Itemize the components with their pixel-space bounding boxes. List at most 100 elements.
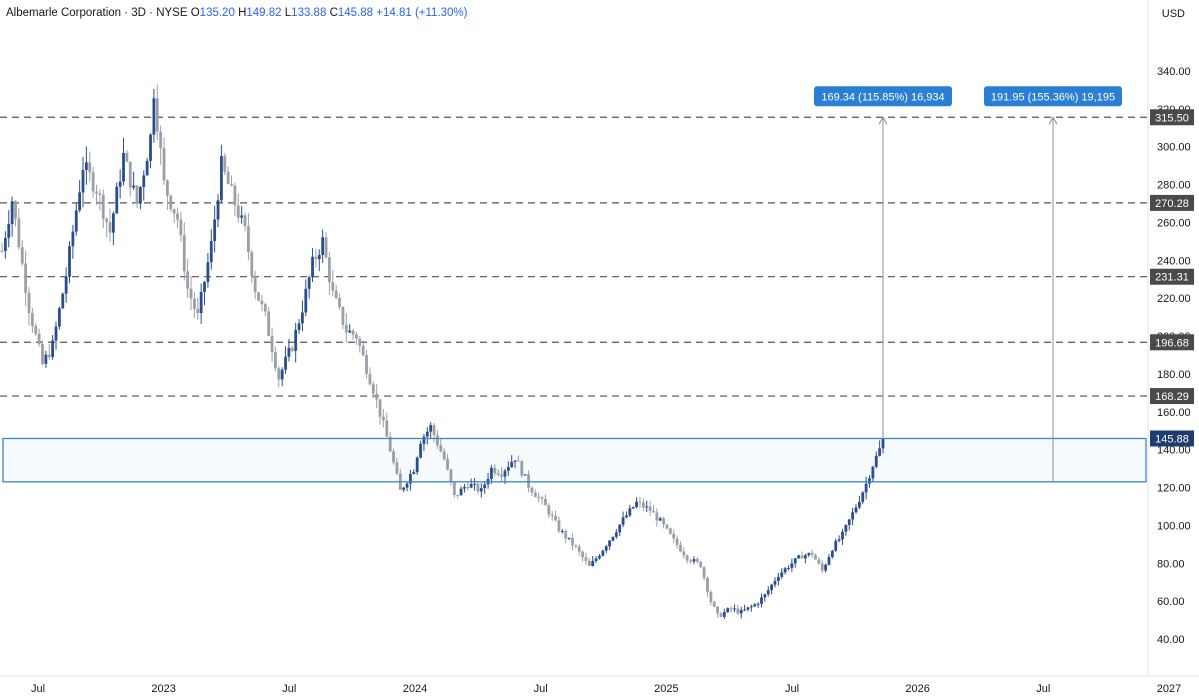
candle-body — [392, 451, 395, 463]
candle-body — [496, 473, 500, 475]
candle-body — [230, 183, 233, 186]
candle-body — [604, 546, 608, 551]
candle-body — [783, 568, 787, 573]
candle-body — [567, 537, 571, 539]
candle-body — [824, 564, 828, 571]
candle-body — [328, 257, 331, 283]
candle-body — [463, 487, 466, 489]
y-tick-label: 60.00 — [1157, 596, 1185, 608]
candle-body — [88, 162, 92, 173]
candle-body — [851, 512, 855, 520]
candle-body — [550, 514, 554, 517]
candle-body — [787, 567, 790, 569]
candle-body — [415, 457, 419, 473]
candle-body — [371, 384, 375, 394]
level-price-badge — [1150, 109, 1194, 126]
candle-body — [820, 563, 824, 571]
candle-body — [490, 467, 493, 479]
candle-body — [209, 240, 213, 263]
candle-body — [236, 205, 240, 218]
candle-body — [71, 231, 75, 247]
candle-body — [878, 448, 882, 456]
candle-body — [84, 162, 88, 170]
currency-label: USD — [1161, 8, 1185, 20]
candle-body — [203, 281, 206, 292]
candle-body — [790, 563, 794, 568]
candle-body — [692, 559, 696, 562]
x-tick-label: Jul — [31, 683, 45, 695]
candle-body — [611, 536, 615, 541]
candle-body — [331, 282, 335, 291]
candle-body — [469, 483, 473, 488]
candle-body — [17, 218, 21, 248]
candle-body — [125, 152, 129, 162]
candle-body — [520, 461, 524, 476]
candle-body — [169, 195, 173, 210]
x-tick-label: Jul — [785, 683, 799, 695]
candle-body — [368, 373, 372, 385]
candle-body — [773, 581, 777, 585]
candle-body — [655, 512, 659, 521]
candle-body — [749, 606, 753, 608]
candle-body — [81, 169, 85, 193]
candle-body — [601, 550, 605, 556]
candle-body — [429, 425, 433, 432]
candle-body — [277, 368, 281, 380]
candle-body — [0, 250, 4, 252]
candle-body — [27, 292, 31, 313]
candle-body — [135, 185, 139, 204]
candle-body — [594, 558, 598, 561]
candle-body — [554, 516, 557, 521]
current-price-label: 145.88 — [1155, 433, 1189, 445]
candle-body — [247, 226, 250, 253]
candle-body — [729, 608, 733, 610]
candle-body — [20, 247, 24, 264]
candle-body — [51, 340, 55, 358]
candle-body — [716, 606, 720, 614]
candle-body — [388, 436, 392, 452]
y-tick-label: 140.00 — [1157, 445, 1191, 457]
candle-body — [297, 323, 301, 330]
projection-label-box[interactable] — [814, 86, 952, 107]
candle-body — [101, 194, 105, 219]
candle-body — [7, 224, 11, 239]
candle-body — [260, 300, 264, 305]
candle-body — [702, 567, 706, 578]
candle-body — [152, 98, 156, 135]
candle-body — [57, 308, 61, 327]
low-value: 133.88 — [291, 7, 327, 19]
candle-body — [385, 420, 389, 437]
candle-body — [618, 524, 622, 533]
candle-body — [439, 445, 443, 452]
level-price-label: 196.68 — [1155, 337, 1189, 349]
projection-label-text: 169.34 (115.85%) 16,934 — [821, 91, 944, 103]
candle-body — [807, 552, 811, 556]
y-tick-label: 220.00 — [1157, 293, 1191, 305]
candle-body — [743, 609, 747, 611]
support-zone-rectangle[interactable] — [2, 437, 1147, 483]
candle-body — [111, 213, 115, 233]
candle-body — [402, 487, 406, 490]
candle-body — [679, 544, 682, 552]
candle-body — [189, 288, 193, 299]
candle-body — [722, 612, 726, 617]
close-value: 145.88 — [337, 7, 374, 19]
open-value: 135.20 — [199, 7, 235, 19]
candle-body — [108, 221, 112, 233]
candle-body — [527, 474, 530, 488]
candle-body — [675, 538, 679, 545]
candle-body — [10, 201, 14, 225]
candle-body — [533, 492, 537, 498]
candle-body — [614, 532, 618, 537]
projection-label-box[interactable] — [984, 86, 1122, 107]
candle-body — [540, 497, 544, 499]
candle-body — [699, 561, 703, 568]
current-price-badge — [1150, 430, 1194, 447]
candle-body — [847, 519, 851, 526]
candle-body — [577, 546, 581, 552]
candle-body — [523, 474, 527, 476]
level-price-label: 231.31 — [1155, 272, 1189, 284]
candle-body — [868, 478, 871, 484]
candle-body — [34, 326, 38, 334]
